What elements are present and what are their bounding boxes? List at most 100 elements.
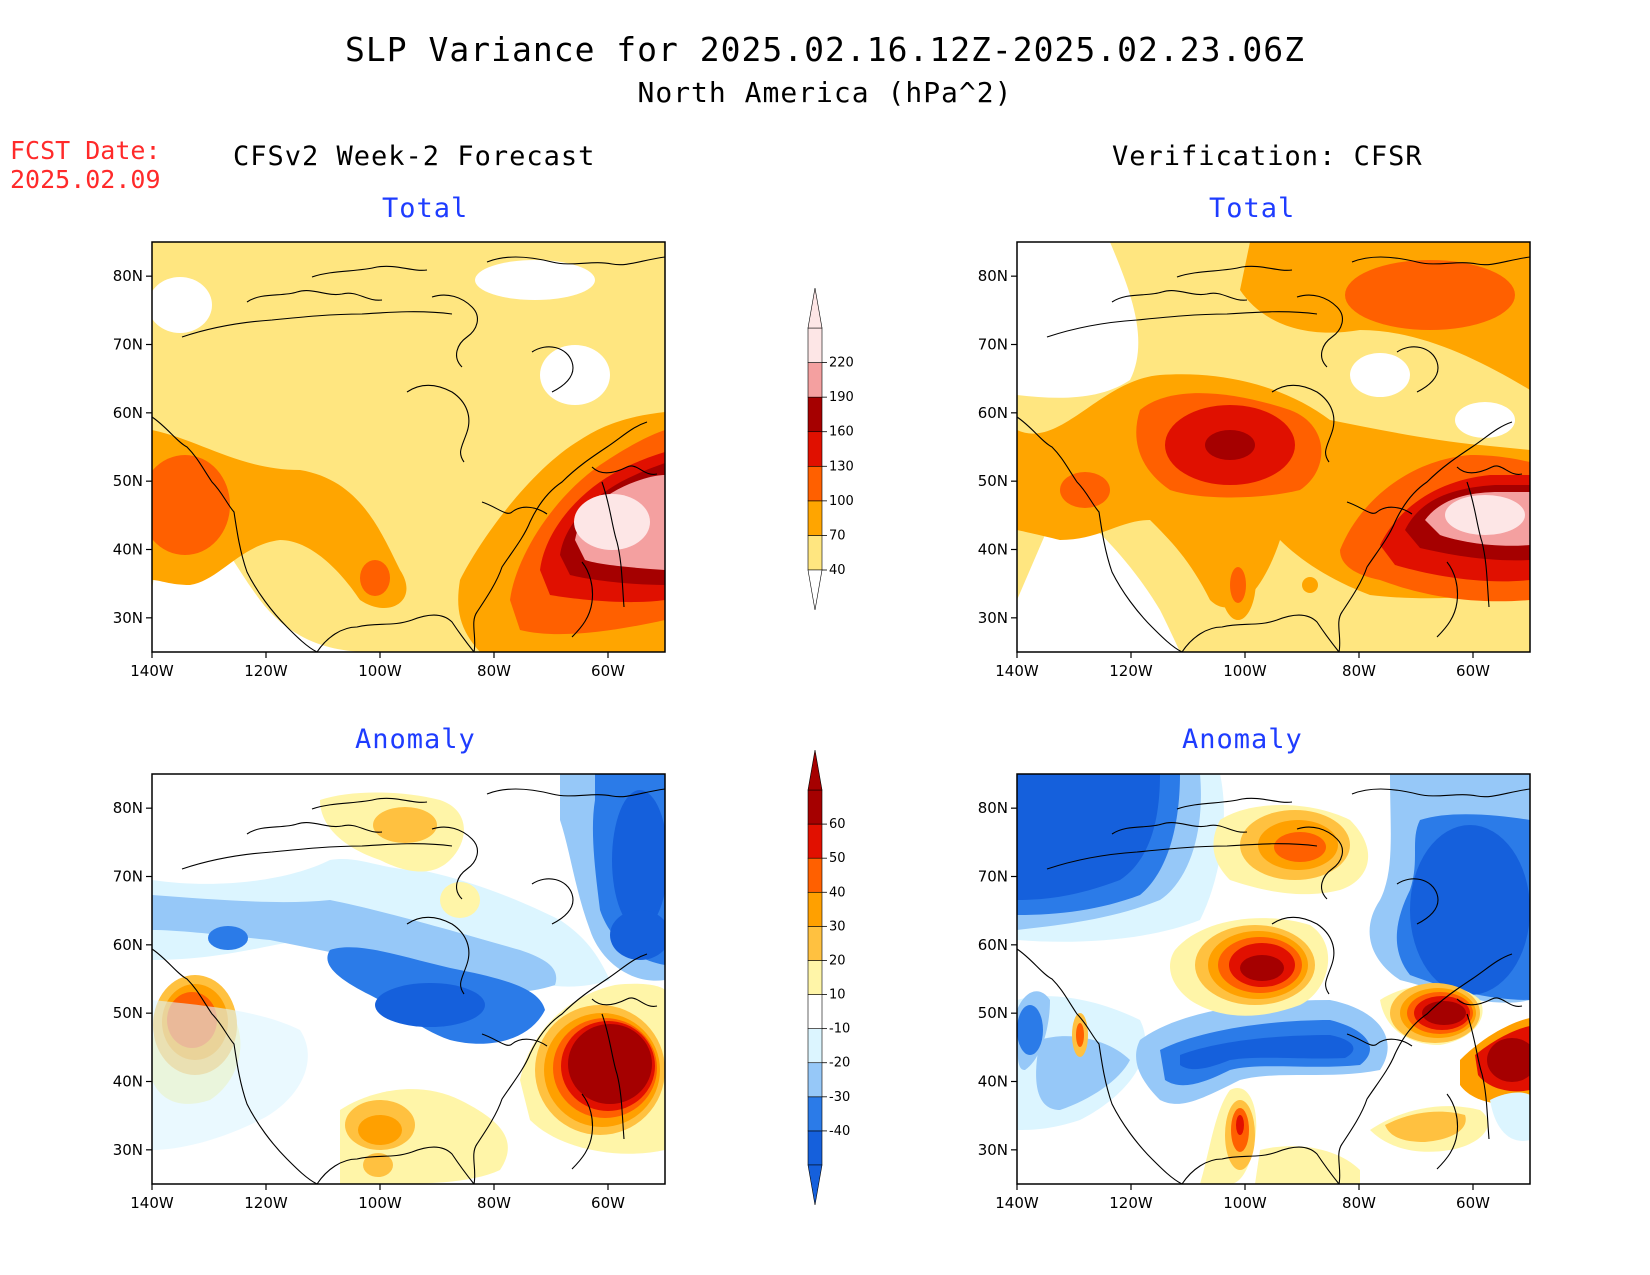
lon-tick-label: 60W <box>591 662 625 680</box>
lat-tick-label: 70N <box>978 336 1008 354</box>
lon-tick-label: 120W <box>1109 1194 1153 1212</box>
colorbar-swatch <box>807 857 823 893</box>
lon-tick-label: 140W <box>130 1194 174 1212</box>
lat-tick-label: 30N <box>978 609 1008 627</box>
colorbar-label: 190 <box>829 390 854 405</box>
colorbar-swatch <box>807 1062 823 1098</box>
map-axes: 140W 120W 100W 80W 60W 80N 70N 60N 50N 40N 30N 140W… <box>113 267 1490 1212</box>
verif-anomaly-frame <box>1016 773 1531 1185</box>
colorbar-top-triangle <box>807 749 823 791</box>
lat-tick-label: 40N <box>978 1073 1008 1091</box>
lon-tick-label: 120W <box>244 1194 288 1212</box>
lat-tick-label: 40N <box>113 1073 143 1091</box>
lat-tick-label: 60N <box>113 936 143 954</box>
fcst-total-field <box>152 242 665 652</box>
lat-tick-label: 30N <box>978 1141 1008 1159</box>
lat-tick-label: 30N <box>113 609 143 627</box>
lon-tick-label: 100W <box>358 1194 402 1212</box>
lon-tick-label: 60W <box>1456 662 1490 680</box>
colorbar-swatch <box>807 891 823 927</box>
lat-tick-label: 40N <box>978 541 1008 559</box>
colorbar-swatch <box>807 789 823 825</box>
verif-anomaly-panel <box>1016 773 1531 1185</box>
colorbar-swatch <box>807 362 823 398</box>
fcst-anomaly-frame <box>151 773 666 1185</box>
lon-tick-label: 100W <box>1223 662 1267 680</box>
lon-tick-label: 100W <box>358 662 402 680</box>
figure-subtitle: North America (hPa^2) <box>637 76 1013 109</box>
total-colorbar: 40 70 100 130 160 190 220 <box>807 287 854 611</box>
colorbar-swatch <box>807 535 823 571</box>
colorbar-swatch <box>807 926 823 961</box>
lat-tick-label: 70N <box>978 868 1008 886</box>
lon-tick-label: 80W <box>477 1194 511 1212</box>
verif-total-title: Total <box>1209 193 1296 224</box>
colorbar-swatch <box>807 327 823 363</box>
coastline-set <box>1016 256 1531 653</box>
colorbar-swatch <box>807 500 823 536</box>
verif-anomaly-field <box>1017 774 1530 1184</box>
lat-tick-label: 50N <box>978 472 1008 490</box>
lat-tick-label: 60N <box>113 404 143 422</box>
lat-tick-label: 70N <box>113 868 143 886</box>
forecast-date-label: FCST Date: 2025.02.09 <box>10 136 161 194</box>
lon-tick-label: 60W <box>591 1194 625 1212</box>
lat-tick-label: 50N <box>113 1004 143 1022</box>
fcst-total-frame <box>151 241 666 653</box>
lon-tick-label: 140W <box>995 662 1039 680</box>
lat-tick-label: 80N <box>113 267 143 285</box>
colorbar-swatch <box>807 960 823 995</box>
forecast-date-value: 2025.02.09 <box>10 165 161 194</box>
lat-tick-label: 80N <box>978 267 1008 285</box>
lon-tick-label: 120W <box>244 662 288 680</box>
colorbar-swatch <box>807 1096 823 1132</box>
forecast-date-caption: FCST Date: <box>10 136 161 165</box>
verif-total-frame <box>1016 241 1531 653</box>
verif-total-field <box>1017 242 1530 652</box>
lat-tick-label: 80N <box>113 799 143 817</box>
colorbar-swatch <box>807 994 823 1029</box>
fcst-anomaly-title: Anomaly <box>355 724 476 755</box>
verif-anomaly-title: Anomaly <box>1182 724 1303 755</box>
lon-tick-label: 60W <box>1456 1194 1490 1212</box>
coastline-set <box>1016 788 1531 1185</box>
figure-title: SLP Variance for 2025.02.16.12Z-2025.02.… <box>345 30 1305 69</box>
lat-tick-label: 40N <box>113 541 143 559</box>
colorbar-label: -10 <box>829 1022 850 1037</box>
colorbar-label: -20 <box>829 1056 850 1071</box>
lat-tick-label: 60N <box>978 936 1008 954</box>
lon-tick-label: 80W <box>1342 1194 1376 1212</box>
left-column-title: CFSv2 Week-2 Forecast <box>233 141 596 172</box>
colorbar-label: 70 <box>829 528 846 543</box>
colorbar-swatch <box>807 431 823 467</box>
colorbar-label: 40 <box>829 885 846 900</box>
colorbar-swatch <box>807 396 823 433</box>
lat-tick-label: 80N <box>978 799 1008 817</box>
right-column-title: Verification: CFSR <box>1112 141 1423 172</box>
lat-tick-label: 70N <box>113 336 143 354</box>
fcst-total-title: Total <box>382 193 469 224</box>
lon-tick-label: 80W <box>1342 662 1376 680</box>
coastline-set <box>151 256 666 653</box>
colorbar-label: 30 <box>829 919 846 934</box>
verif-total-panel <box>1016 241 1531 653</box>
colorbar-label: 40 <box>829 563 846 578</box>
colorbar-swatch <box>807 823 823 859</box>
colorbar-label: -40 <box>829 1124 850 1139</box>
colorbar-label: 50 <box>829 851 846 866</box>
colorbar-label: 100 <box>829 494 854 509</box>
colorbar-label: 60 <box>829 817 846 832</box>
colorbar-label: 130 <box>829 459 854 474</box>
lon-tick-label: 80W <box>477 662 511 680</box>
lon-tick-label: 120W <box>1109 662 1153 680</box>
colorbar-label: 160 <box>829 425 854 440</box>
lat-tick-label: 60N <box>978 404 1008 422</box>
colorbar-bottom-triangle <box>807 1164 823 1206</box>
colorbar-swatch <box>807 465 823 502</box>
fcst-anomaly-field <box>152 774 665 1184</box>
lon-tick-label: 140W <box>995 1194 1039 1212</box>
coastline-set <box>151 788 666 1185</box>
coastlines <box>151 256 1531 1185</box>
colorbar-label: -30 <box>829 1090 850 1105</box>
